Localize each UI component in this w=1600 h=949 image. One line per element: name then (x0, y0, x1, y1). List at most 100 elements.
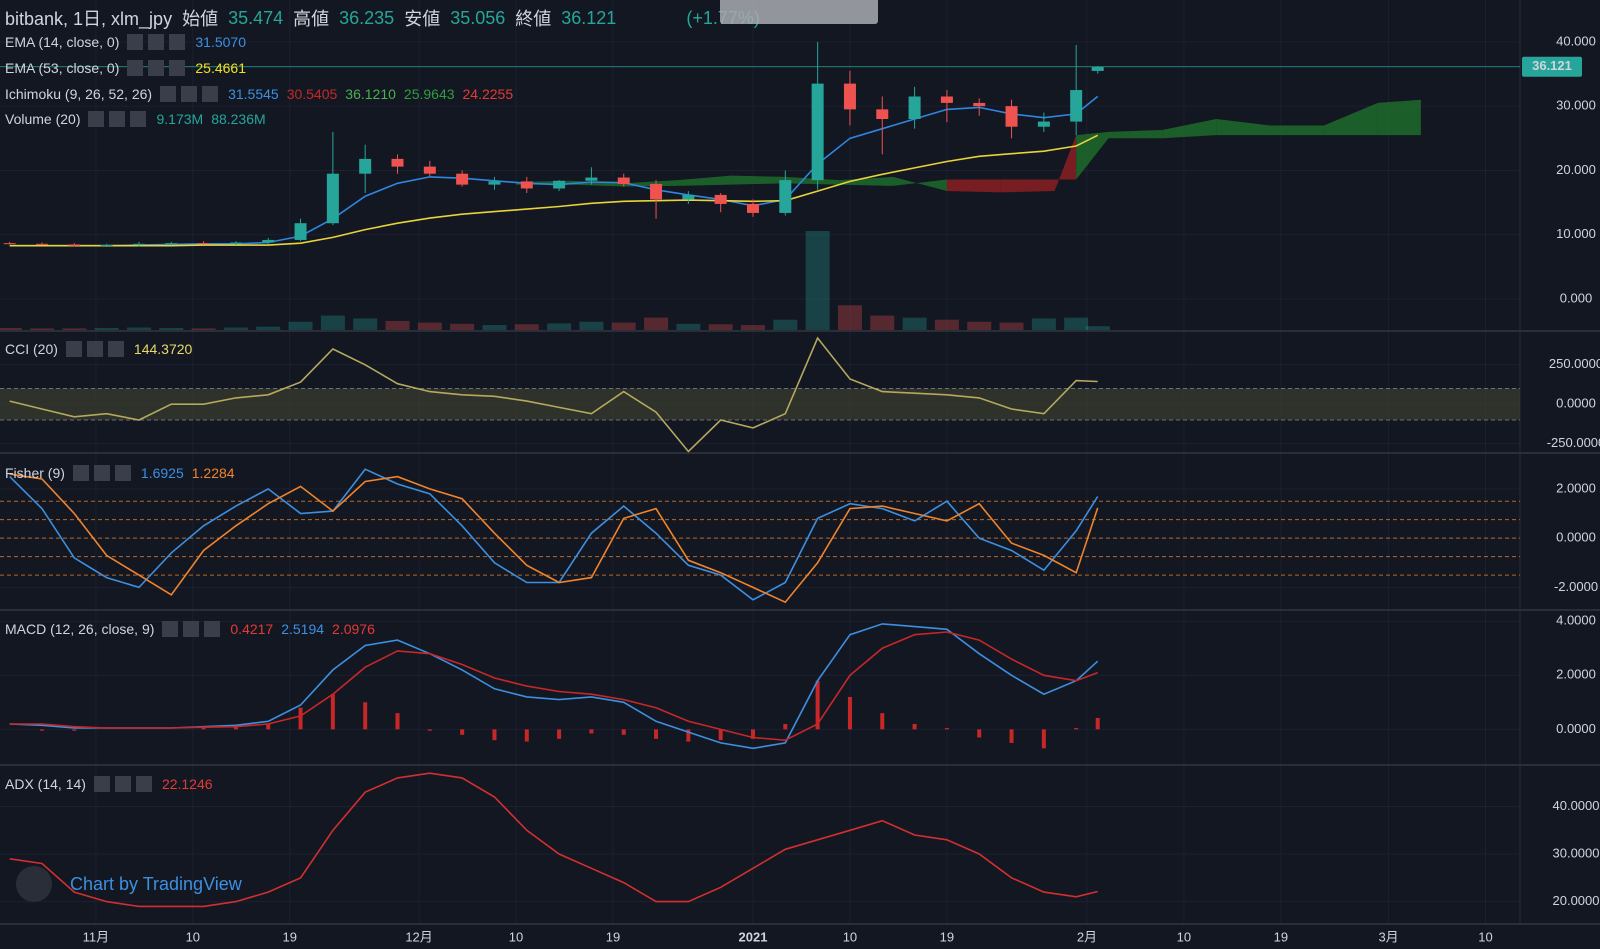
symbol[interactable]: bitbank, 1日, xlm_jpy (5, 9, 173, 29)
legend-value: 36.1210 (345, 86, 396, 102)
candle-body (520, 181, 533, 189)
y-tick-label: 20.0000 (1553, 893, 1600, 908)
candle-body (585, 177, 598, 181)
watermark[interactable]: Chart by TradingView (16, 866, 242, 902)
y-tick-label: 0.0000 (1556, 530, 1596, 545)
indicator-legend[interactable]: EMA (53, close, 0) 25.4661 (5, 60, 246, 76)
volume-bar (644, 317, 669, 330)
y-tick-label: 0.0000 (1556, 721, 1596, 736)
indicator-legend[interactable]: EMA (14, close, 0) 31.5070 (5, 34, 246, 50)
y-tick-label: 30.0000 (1553, 845, 1600, 860)
candle-body (940, 96, 953, 103)
cloud (677, 175, 732, 186)
volume-bar (353, 318, 378, 330)
volume-bar (579, 321, 604, 330)
indicator-legend[interactable]: CCI (20) 144.3720 (5, 341, 192, 357)
volume-bar (676, 323, 701, 330)
legend-value: 22.1246 (161, 776, 213, 792)
tooltip (720, 0, 878, 24)
volume-bar (547, 323, 572, 330)
close-label: 終値 (515, 9, 552, 29)
indicator-legend[interactable]: Fisher (9) 1.6925 1.2284 (5, 465, 235, 481)
legend-value: 30.5405 (286, 86, 338, 102)
x-tick-label: 10 (1177, 929, 1191, 944)
legend-icons (127, 60, 188, 76)
candle-body (423, 166, 436, 174)
indicator-legend[interactable]: ADX (14, 14) 22.1246 (5, 776, 213, 792)
x-tick-label: 2021 (739, 929, 768, 944)
cci-band (0, 388, 1520, 420)
volume-bar (514, 324, 539, 330)
histogram-bar (233, 726, 238, 730)
candle-body (876, 109, 889, 120)
cloud (1216, 119, 1271, 136)
volume-bar (740, 325, 765, 330)
histogram-bar (783, 723, 788, 730)
legend-value: 1.6925 (140, 465, 184, 481)
cloud (1162, 119, 1217, 139)
legend-icons (88, 111, 149, 127)
cloud (1377, 99, 1421, 136)
y-tick-label: 40.000 (1556, 33, 1596, 48)
last-price-box (1522, 56, 1582, 77)
y-tick-label: 4.0000 (1556, 613, 1596, 628)
indicator-legend[interactable]: MACD (12, 26, close, 9) 0.4217 2.5194 2.097… (5, 621, 375, 637)
cloud (1270, 125, 1324, 136)
volume-bar (126, 327, 151, 330)
histogram-bar (72, 729, 77, 731)
candle-body (132, 243, 145, 246)
indicator-legend[interactable]: Ichimoku (9, 26, 52, 26) 31.5545 30.5405 36… (5, 86, 513, 102)
candle-body (488, 181, 501, 185)
cloud (1054, 135, 1077, 192)
candle-body (908, 96, 921, 120)
legend-icons (72, 465, 133, 481)
candle-body (714, 194, 727, 204)
volume-bar (1085, 326, 1110, 330)
y-tick-label: -2.0000 (1554, 579, 1598, 594)
legend-value: 144.3720 (133, 341, 193, 357)
histogram-bar (750, 729, 755, 739)
histogram-bar (621, 729, 626, 735)
volume-bar (902, 317, 927, 330)
candle-body (843, 83, 856, 110)
volume-bar (62, 328, 87, 330)
candle-body (197, 243, 210, 245)
candle-body (456, 173, 469, 185)
volume-bar (0, 327, 22, 330)
y-tick-label: -250.0000 (1547, 435, 1600, 450)
volume-bar (870, 315, 895, 330)
volume-bar (320, 315, 345, 330)
cloud (1108, 129, 1163, 139)
legend-label: Fisher (9) (5, 465, 65, 481)
cloud (946, 179, 1001, 193)
legend-icons (162, 621, 223, 637)
histogram-bar (298, 707, 303, 730)
volume-bar (1031, 318, 1056, 330)
candle-body (165, 243, 178, 245)
legend-value: 25.4661 (195, 60, 246, 76)
x-tick-label: 2月 (1077, 929, 1097, 944)
histogram-bar (1095, 717, 1100, 730)
y-tick-label: 0.000 (1560, 291, 1593, 306)
y-tick-label: 20.000 (1556, 162, 1596, 177)
cloud (785, 176, 840, 185)
candle-body (3, 243, 16, 245)
candle-body (811, 83, 824, 181)
legend-label: Volume (20) (5, 111, 81, 127)
histogram-bar (1074, 728, 1079, 730)
candle-body (779, 180, 792, 213)
x-tick-label: 19 (1274, 929, 1288, 944)
volume-bar (773, 319, 798, 330)
volume-bar (288, 321, 313, 330)
x-tick-label: 10 (186, 929, 200, 944)
candle-body (1005, 106, 1018, 127)
candle-body (746, 203, 759, 213)
x-tick-label: 10 (843, 929, 857, 944)
candle-body (36, 243, 49, 245)
legend-label: EMA (14, close, 0) (5, 34, 120, 50)
legend-label: MACD (12, 26, close, 9) (5, 621, 155, 637)
indicator-legend[interactable]: Volume (20) 9.173M 88.236M (5, 111, 266, 127)
legend-label: ADX (14, 14) (5, 776, 86, 792)
last-price-label: 36.121 (1532, 58, 1572, 73)
candle-body (682, 194, 695, 200)
